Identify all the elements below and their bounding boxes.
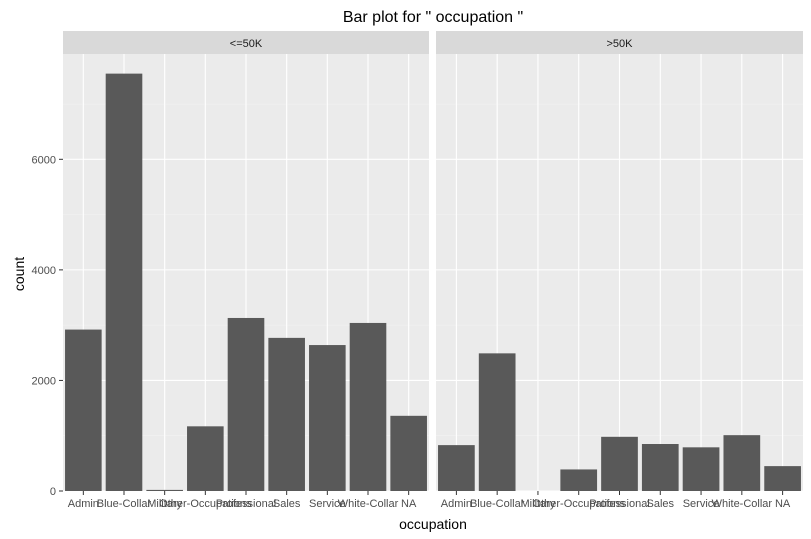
x-tick-label: Other-Occupations [159, 498, 252, 510]
x-tick-label: Professional [216, 498, 277, 510]
bar-military [146, 489, 183, 491]
x-tick-label: Blue-Collar [97, 498, 152, 510]
bar-na [390, 415, 427, 491]
y-tick-label: 0 [50, 486, 56, 498]
chart-title: Bar plot for " occupation " [343, 9, 523, 26]
y-tick-label: 6000 [32, 154, 56, 166]
facet-strip-label: >50K [607, 38, 634, 50]
facet-panel-1: >50K [436, 31, 803, 492]
bar-na [764, 466, 801, 491]
bar-service [682, 447, 720, 491]
facet-strip [63, 31, 429, 54]
bar-white-collar [349, 322, 387, 491]
x-tick-label: White-Collar [712, 498, 773, 510]
bar-admin [438, 445, 475, 491]
x-tick-label: NA [401, 498, 417, 510]
bar-blue-collar [478, 353, 516, 491]
bar-other-occupations [187, 426, 224, 491]
x-tick-label: Sales [273, 498, 301, 510]
x-tick-label: White-Collar [338, 498, 399, 510]
y-axis-title: count [11, 257, 27, 291]
bar-sales [268, 337, 305, 491]
x-tick-label: Other-Occupations [533, 498, 626, 510]
bar-professional [601, 436, 638, 491]
bar-white-collar [723, 435, 761, 491]
x-tick-label: NA [775, 498, 791, 510]
x-axis-title: occupation [399, 516, 467, 532]
bar-blue-collar [105, 73, 143, 491]
x-axis: AdminBlue-CollarMilitaryOther-Occupation… [68, 491, 791, 510]
x-tick-label: Service [309, 498, 346, 510]
bar-other-occupations [560, 469, 598, 491]
x-tick-label: Admin [68, 498, 99, 510]
bar-professional [227, 317, 265, 491]
x-tick-label: Admin [441, 498, 472, 510]
facet-panels: <=50K >50K [63, 31, 803, 492]
facet-panel-0: <=50K [63, 31, 429, 492]
x-tick-label: Professional [589, 498, 650, 510]
y-tick-label: 4000 [32, 265, 56, 277]
x-tick-label: Blue-Collar [470, 498, 525, 510]
x-tick-label: Sales [647, 498, 675, 510]
facet-strip [436, 31, 803, 54]
bar-admin [65, 329, 102, 491]
bar-service [309, 345, 346, 491]
x-tick-label: Service [683, 498, 720, 510]
bar-sales [641, 444, 679, 491]
facet-strip-label: <=50K [230, 38, 263, 50]
x-tick-label: Military [521, 498, 556, 510]
y-axis: 0 2000 4000 6000 [32, 154, 63, 498]
x-tick-label: Military [147, 498, 182, 510]
y-tick-label: 2000 [32, 375, 56, 387]
